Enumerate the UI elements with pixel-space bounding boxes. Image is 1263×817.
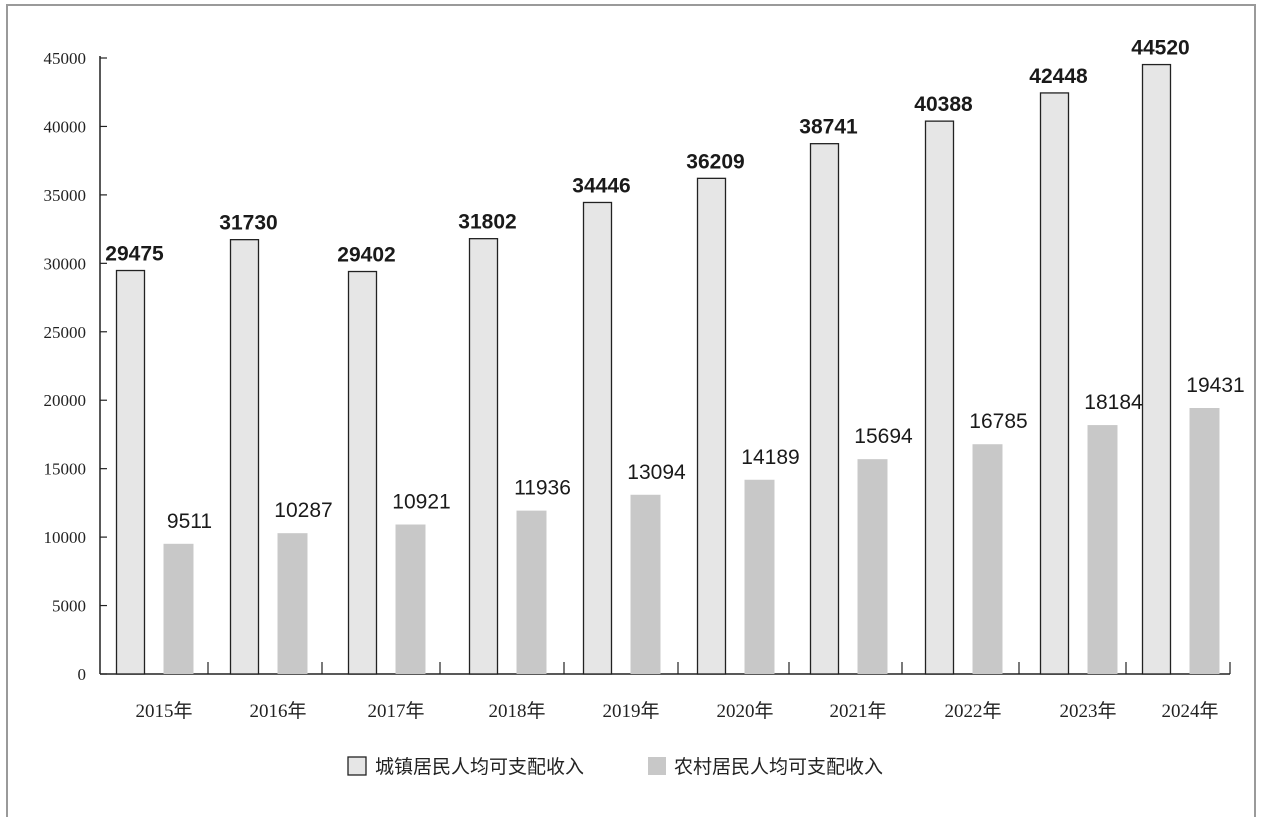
x-category-label: 2016年 [249,700,306,722]
rural-income-value-label: 18184 [1084,391,1143,414]
x-category-label: 2024年 [1161,700,1218,722]
x-category-label: 2018年 [488,700,545,722]
rural-income-bar [744,479,775,674]
rural-income-bar [972,444,1003,674]
rural-income-value-label: 15694 [854,425,913,448]
y-tick-label: 45000 [44,49,87,68]
urban-income-bar [696,177,727,675]
legend-urban-swatch [347,756,367,776]
urban-income-bar [347,270,378,675]
urban-income-bar [924,120,955,675]
x-category-label: 2020年 [716,700,773,722]
urban-income-value-label: 44520 [1131,37,1189,60]
y-tick-label: 25000 [44,323,87,342]
rural-income-value-label: 16785 [969,410,1027,433]
y-tick-label: 20000 [44,391,87,410]
urban-income-value-label: 42448 [1029,65,1088,88]
urban-income-value-label: 38741 [799,116,858,139]
rural-income-value-label: 10287 [274,499,332,522]
urban-income-value-label: 29475 [105,243,164,266]
rural-income-bar [163,543,194,674]
urban-income-bar [229,239,260,675]
legend-urban-label: 城镇居民人均可支配收入 [375,756,584,778]
rural-income-bar [277,533,308,674]
legend-rural-label: 农村居民人均可支配收入 [674,756,883,778]
rural-income-value-label: 19431 [1186,374,1244,397]
y-tick-label: 10000 [44,528,87,547]
rural-income-bar [395,524,426,674]
urban-income-bar [468,238,499,675]
rural-income-value-label: 9511 [167,510,212,533]
x-category-label: 2022年 [944,700,1001,722]
urban-income-value-label: 36209 [686,150,744,173]
x-category-label: 2015年 [135,700,192,722]
x-category-label: 2019年 [602,700,659,722]
urban-income-value-label: 31730 [219,212,277,235]
y-tick-label: 35000 [44,186,87,205]
rural-income-value-label: 14189 [741,446,799,469]
urban-income-bar [582,201,613,675]
urban-income-bar [1039,92,1070,675]
y-tick-label: 40000 [44,117,87,136]
y-tick-label: 15000 [44,460,87,479]
urban-income-value-label: 31802 [458,211,516,234]
rural-income-bar [1087,425,1118,674]
urban-income-bar [809,143,840,675]
urban-income-bar [115,269,146,675]
chart-frame [6,4,1256,817]
y-tick-label: 0 [78,665,87,684]
rural-income-bar [630,494,661,674]
rural-income-bar [857,459,888,674]
urban-income-bar [1141,63,1172,675]
rural-income-value-label: 10921 [392,491,450,514]
rural-income-value-label: 11936 [514,477,571,500]
x-category-label: 2023年 [1059,700,1116,722]
rural-income-value-label: 13094 [627,461,686,484]
x-category-label: 2017年 [367,700,424,722]
y-tick-label: 5000 [52,597,86,616]
legend-rural-swatch [648,757,666,775]
urban-income-value-label: 34446 [572,174,630,197]
rural-income-bar [516,510,547,674]
x-category-label: 2021年 [829,700,886,722]
y-tick-label: 30000 [44,254,87,273]
urban-income-value-label: 29402 [337,244,395,267]
rural-income-bar [1189,408,1220,674]
urban-income-value-label: 40388 [914,93,973,116]
